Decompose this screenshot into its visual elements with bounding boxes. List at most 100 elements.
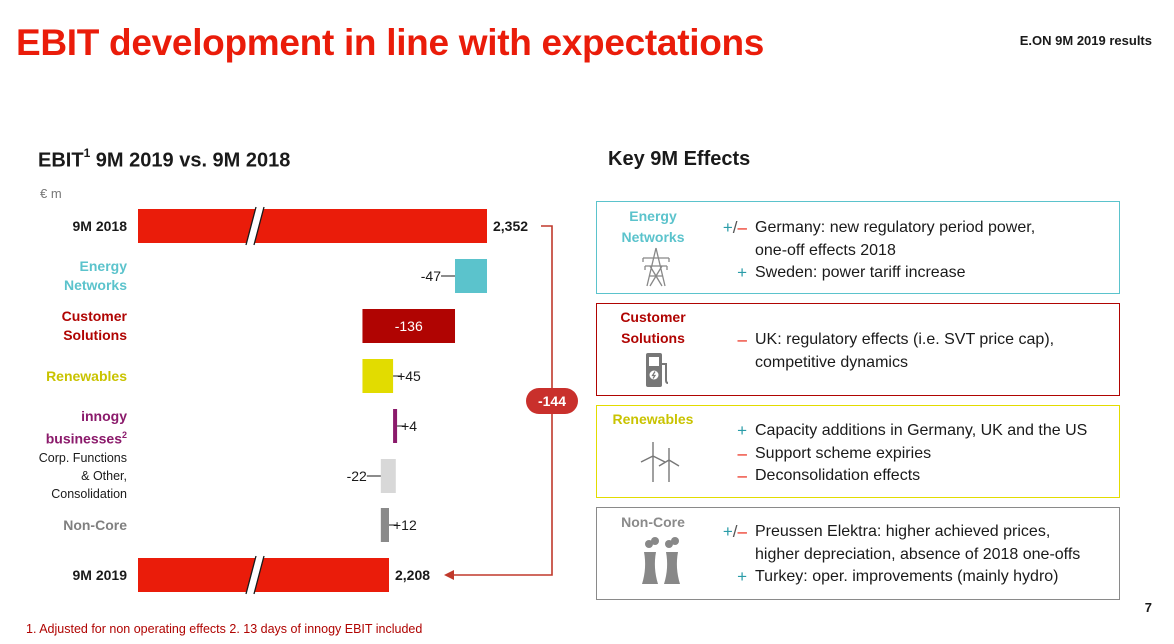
effect-sign-char: + <box>737 421 747 440</box>
bar-total <box>138 558 389 592</box>
unit-label: € m <box>40 186 62 201</box>
cooling-tower-icon <box>637 536 685 591</box>
category-label-line: Corp. Functions <box>38 451 127 465</box>
category-label: 9M 2018 <box>73 217 127 236</box>
effect-box-label: Energy Networks <box>597 206 709 248</box>
effect-item: one-off effects 2018 <box>713 240 1035 263</box>
category-label-line: innogy <box>81 408 127 424</box>
effect-list: – UK: regulatory effects (i.e. SVT price … <box>713 329 1055 375</box>
effect-sign-char: – <box>737 466 747 485</box>
bar-delta <box>380 459 396 493</box>
chart-heading-footnote-mark: 1 <box>83 146 91 160</box>
bar-delta <box>362 309 456 343</box>
effect-sign: – <box>713 443 755 466</box>
bar-value-label: -136 <box>395 318 423 334</box>
effect-box-label-line: Solutions <box>621 330 685 346</box>
category-label-line: Customer <box>61 308 127 324</box>
axis-break-line <box>253 555 265 595</box>
effect-sign-char: – <box>737 443 747 463</box>
effect-sign: – <box>713 465 755 488</box>
difference-badge <box>526 388 578 414</box>
effect-sign: +/– <box>713 521 755 544</box>
difference-label: -144 <box>538 393 566 409</box>
category-label-line: Energy <box>79 258 127 274</box>
effect-sign-char: – <box>737 218 747 237</box>
effect-item: + Sweden: power tariff increase <box>713 262 1035 285</box>
effect-text: Turkey: oper. improvements (mainly hydro… <box>755 568 1059 585</box>
bar-value-label: 2,352 <box>493 218 528 234</box>
category-label: Renewables <box>46 367 127 386</box>
axis-break-gap <box>246 556 264 594</box>
effect-box-non-core: Non-Core +/– Preussen Elektra: higher achi… <box>596 507 1120 600</box>
category-label: 9M 2019 <box>73 566 127 585</box>
charging-station-icon <box>643 350 671 395</box>
category-label-line: 9M 2018 <box>72 217 127 234</box>
bar-total <box>138 209 487 243</box>
chart-heading-rest: 9M 2019 vs. 9M 2018 <box>90 149 291 172</box>
wind-turbine-icon <box>637 438 683 489</box>
effect-item: +/– Germany: new regulatory period power, <box>713 217 1035 240</box>
effect-box-label-line: Renewables <box>612 411 694 427</box>
bar-value-label: -22 <box>347 468 367 484</box>
axis-break-gap <box>246 207 264 245</box>
effect-item: – Deconsolidation effects <box>713 465 1087 488</box>
axis-break-line <box>253 206 265 246</box>
effect-text: Preussen Elektra: higher achieved prices… <box>755 523 1051 540</box>
effect-box-renewables: Renewables + Capacity additions in Germany… <box>596 405 1120 498</box>
category-label-line: Renewables <box>46 367 127 384</box>
effect-box-label-line: Customer <box>620 309 686 325</box>
category-label: Non-Core <box>63 516 127 535</box>
bar-delta <box>455 259 487 293</box>
effect-sign <box>713 352 755 375</box>
category-label: Energy Networks <box>64 257 127 295</box>
bar-delta <box>380 508 389 542</box>
category-label-line: Solutions <box>63 327 127 343</box>
category-label-line: 9M 2019 <box>72 566 127 583</box>
effect-list: +/– Germany: new regulatory period power,… <box>713 217 1035 285</box>
effect-box-energy-networks: Energy Networks +/– Germany: new regulatory… <box>596 201 1120 294</box>
effect-list: + Capacity additions in Germany, UK and t… <box>713 420 1087 488</box>
effect-text: Deconsolidation effects <box>755 467 921 484</box>
bar-delta <box>393 409 398 443</box>
effect-text: Germany: new regulatory period power, <box>755 219 1036 236</box>
category-label-line: Non-Core <box>63 516 127 533</box>
effect-sign-char: + <box>722 218 733 237</box>
category-label-line: & Other, <box>81 469 127 483</box>
effect-text: UK: regulatory effects (i.e. SVT price c… <box>755 331 1055 348</box>
effect-item: + Capacity additions in Germany, UK and t… <box>713 420 1087 443</box>
effect-item: higher depreciation, absence of 2018 one… <box>713 544 1080 567</box>
bar-value-label: +4 <box>401 418 417 434</box>
bar-delta <box>362 359 394 393</box>
category-label: innogy businesses2 <box>46 407 127 449</box>
effect-text: higher depreciation, absence of 2018 one… <box>755 545 1081 563</box>
category-label-line: Consolidation <box>51 487 127 501</box>
bar-value-label: -47 <box>421 268 441 284</box>
effect-item: competitive dynamics <box>713 352 1054 375</box>
effect-sign-char: + <box>737 567 747 586</box>
effect-text: one-off effects 2018 <box>755 241 896 259</box>
page-number: 7 <box>1144 600 1152 615</box>
category-label-line: Networks <box>63 277 127 293</box>
effect-sign-char: / <box>732 218 738 237</box>
effect-box-label-line: Energy <box>629 208 677 224</box>
page-title: EBIT development in line with expectatio… <box>16 22 765 63</box>
effect-sign: + <box>713 566 755 589</box>
effect-text: Capacity additions in Germany, UK and th… <box>755 422 1088 439</box>
report-tag: E.ON 9M 2019 results <box>1019 33 1152 48</box>
effect-sign-char: / <box>732 522 738 541</box>
effect-item: + Turkey: oper. improvements (mainly hydr… <box>713 566 1080 589</box>
effect-text: competitive dynamics <box>755 353 908 371</box>
bar-value-label: 2,208 <box>395 567 430 583</box>
effect-item: +/– Preussen Elektra: higher achieved pri… <box>713 521 1080 544</box>
effect-sign-char: + <box>722 522 733 541</box>
effect-box-label: Non-Core <box>597 512 709 533</box>
effects-heading: Key 9M Effects <box>608 148 751 170</box>
axis-break-line <box>245 206 257 246</box>
effect-box-label: Renewables <box>597 409 709 430</box>
bar-value-label: +12 <box>393 517 417 533</box>
axis-break-line <box>245 555 257 595</box>
effect-item: – Support scheme expiries <box>713 443 1087 466</box>
category-label-line: businesses <box>45 430 122 447</box>
category-footnote-mark: 2 <box>121 430 127 440</box>
